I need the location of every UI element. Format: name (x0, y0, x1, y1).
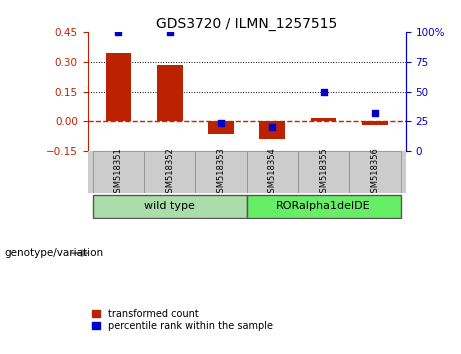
Bar (195, 152, 247, 193)
Text: RORalpha1delDE: RORalpha1delDE (276, 201, 371, 211)
Bar (208, 121, 234, 135)
Text: GSM518355: GSM518355 (319, 147, 328, 198)
Point (166, 29, 173, 35)
Bar (311, 118, 337, 121)
Point (371, 110, 378, 116)
Text: genotype/variation: genotype/variation (5, 248, 104, 258)
Bar (157, 65, 183, 121)
Bar (247, 194, 401, 218)
Point (217, 120, 225, 126)
Text: GSM518354: GSM518354 (268, 147, 277, 198)
Text: GSM518356: GSM518356 (370, 147, 379, 198)
Title: GDS3720 / ILMN_1257515: GDS3720 / ILMN_1257515 (156, 17, 337, 31)
Point (269, 125, 276, 130)
Text: GSM518353: GSM518353 (217, 147, 225, 198)
Point (320, 89, 327, 95)
Text: wild type: wild type (144, 201, 195, 211)
Bar (349, 152, 401, 193)
Text: GSM518352: GSM518352 (165, 147, 174, 198)
Bar (362, 121, 388, 125)
Bar (260, 121, 285, 139)
Bar (93, 194, 247, 218)
Bar (144, 152, 195, 193)
Bar (247, 152, 298, 193)
Point (115, 29, 122, 35)
Legend: transformed count, percentile rank within the sample: transformed count, percentile rank withi… (93, 309, 273, 331)
Bar (93, 152, 144, 193)
Text: GSM518351: GSM518351 (114, 147, 123, 198)
Bar (106, 53, 131, 121)
Bar (298, 152, 349, 193)
